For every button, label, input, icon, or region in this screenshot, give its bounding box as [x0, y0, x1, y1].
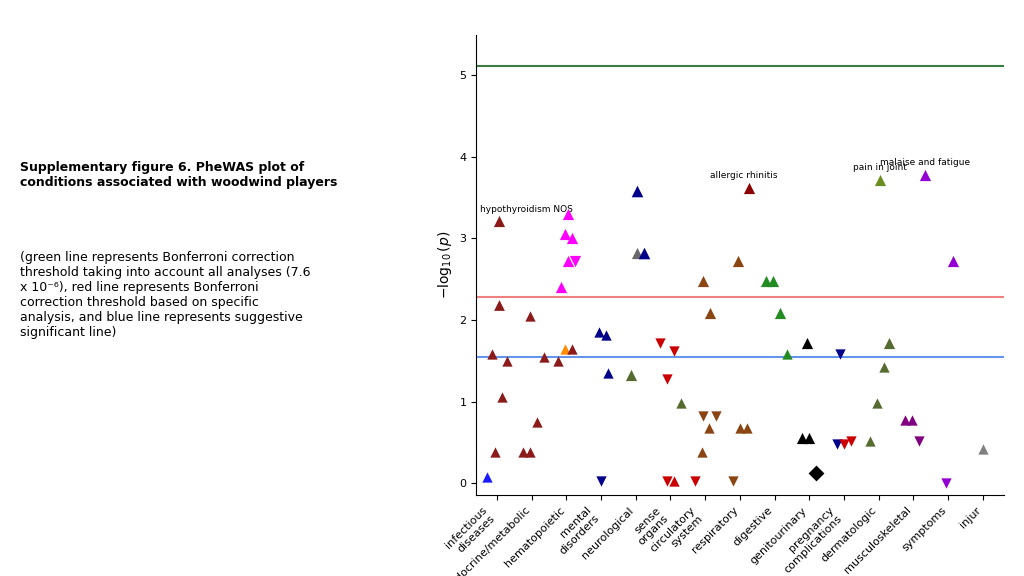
Text: (green line represents Bonferroni correction
threshold taking into account all a: (green line represents Bonferroni correc…	[20, 251, 311, 339]
Point	[623, 371, 639, 380]
Y-axis label: $-\log_{10}(p)$: $-\log_{10}(p)$	[436, 231, 454, 299]
Point	[725, 477, 741, 486]
Point	[483, 350, 500, 359]
Point	[702, 309, 719, 318]
Point	[801, 434, 817, 443]
Point	[515, 448, 531, 457]
Point	[658, 477, 675, 486]
Text: allergic rhinitis: allergic rhinitis	[710, 170, 777, 180]
Point	[666, 346, 682, 355]
Point	[708, 412, 724, 421]
Point	[686, 477, 702, 486]
Point	[550, 356, 566, 365]
Point	[758, 276, 774, 286]
Point	[591, 328, 607, 337]
Text: hypothyroidism NOS: hypothyroidism NOS	[479, 205, 572, 214]
Point	[636, 248, 652, 257]
Point	[896, 415, 912, 424]
Point	[563, 234, 580, 243]
Point	[945, 257, 962, 266]
Point	[560, 257, 577, 266]
Point	[828, 439, 845, 449]
Point	[903, 415, 920, 424]
Point	[862, 436, 879, 445]
Point	[918, 170, 934, 180]
Point	[528, 418, 545, 427]
Point	[975, 444, 991, 453]
Point	[876, 363, 892, 372]
Point	[522, 448, 539, 457]
Text: pain in joint: pain in joint	[853, 162, 907, 172]
Point	[522, 311, 539, 320]
Point	[598, 330, 614, 339]
Point	[600, 369, 616, 378]
Point	[778, 350, 795, 359]
Point	[938, 479, 954, 488]
Point	[553, 283, 569, 292]
Point	[536, 352, 552, 361]
Point	[808, 469, 824, 478]
Point	[563, 344, 580, 353]
Point	[771, 309, 787, 318]
Point	[836, 439, 852, 449]
Point	[794, 434, 810, 443]
Point	[833, 350, 849, 359]
Point	[695, 412, 712, 421]
Point	[695, 276, 712, 286]
Point	[765, 276, 781, 286]
Point	[494, 393, 510, 402]
Point	[738, 423, 755, 432]
Point	[693, 448, 710, 457]
Point	[560, 210, 577, 219]
Point	[478, 472, 495, 481]
Text: malaise and fatigue: malaise and fatigue	[881, 158, 971, 166]
Point	[593, 477, 609, 486]
Point	[652, 338, 669, 347]
Point	[490, 216, 507, 225]
Point	[868, 399, 885, 408]
Point	[740, 183, 757, 192]
Point	[910, 436, 927, 445]
Point	[843, 436, 859, 445]
Point	[881, 338, 897, 347]
Point	[499, 356, 515, 365]
Point	[800, 338, 816, 347]
Point	[666, 477, 682, 486]
Point	[630, 248, 646, 257]
Point	[556, 344, 572, 353]
Point	[872, 175, 889, 184]
Text: Supplementary figure 6. PheWAS plot of
conditions associated with woodwind playe: Supplementary figure 6. PheWAS plot of c…	[20, 161, 338, 190]
Point	[673, 399, 689, 408]
Point	[487, 448, 504, 457]
Point	[567, 257, 584, 266]
Point	[630, 187, 646, 196]
Point	[730, 257, 746, 266]
Point	[658, 374, 675, 384]
Point	[490, 301, 507, 310]
Point	[731, 423, 748, 432]
Point	[700, 423, 717, 432]
Point	[556, 230, 572, 239]
